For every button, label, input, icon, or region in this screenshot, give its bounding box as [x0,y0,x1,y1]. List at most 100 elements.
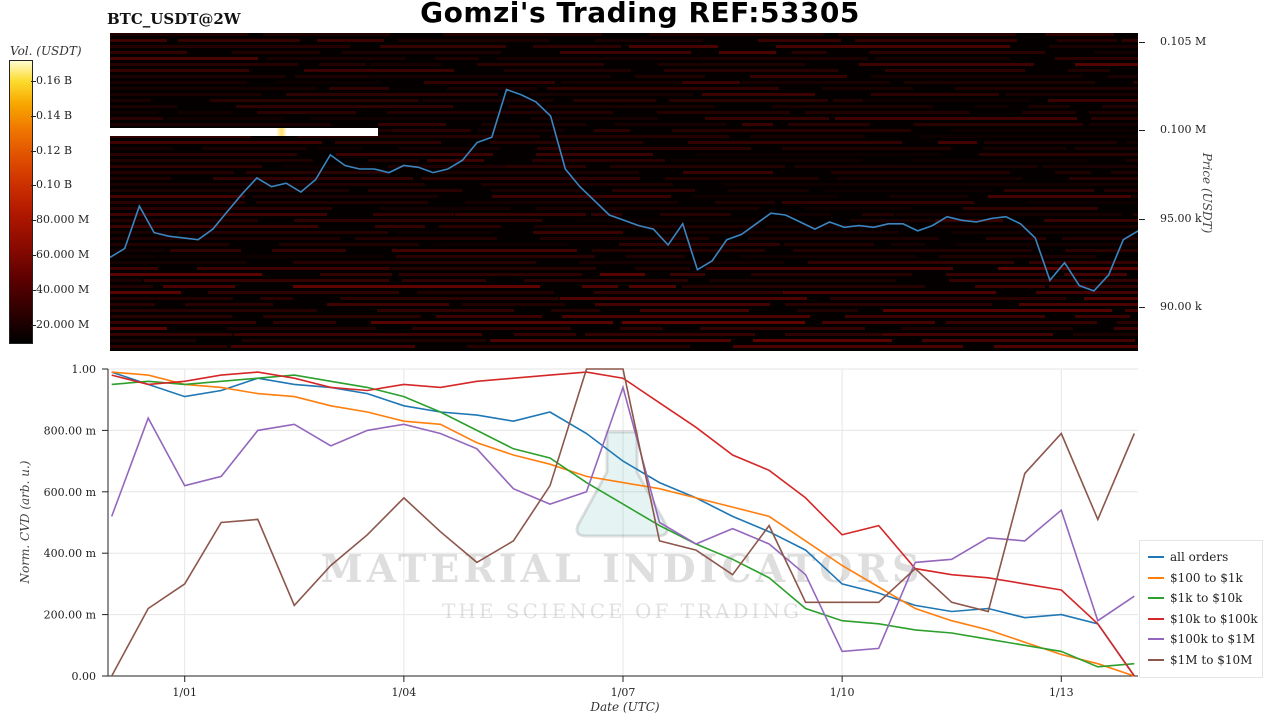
heatmap-band [110,243,229,246]
heatmap-band [375,225,426,228]
heatmap-band [110,285,153,288]
heatmap-band [621,321,806,324]
heatmap-band [804,111,971,114]
heatmap-band [946,321,1097,324]
colorbar-tick-mark [31,81,36,82]
heatmap-band [245,171,388,174]
heatmap-band [895,213,1121,216]
heatmap-band [1044,219,1138,222]
heatmap-band [110,327,168,330]
series-line [110,368,1136,677]
heatmap-band [231,345,416,348]
heatmap-band [618,243,780,246]
heatmap-band [396,255,595,258]
heatmap-band [629,285,676,288]
heatmap-band [619,327,663,330]
heatmap-band [370,75,612,78]
heatmap-band [402,279,487,282]
price-tick-mark [1139,130,1145,132]
price-tick-label: 0.100 M [1160,123,1207,137]
heatmap-band [110,207,332,210]
heatmap-band [110,303,155,306]
heatmap-band [572,99,656,102]
heatmap-band [504,69,631,72]
legend-item[interactable]: $1M to $10M [1148,652,1252,668]
heatmap-band [110,177,171,180]
heatmap-band [1074,315,1131,318]
heatmap-band [446,87,538,90]
legend-item[interactable]: $100 to $1k [1148,570,1243,586]
heatmap-band [594,303,771,306]
heatmap-band [649,33,824,36]
heatmap-band [368,159,420,162]
heatmap-band [1121,39,1138,42]
heatmap-band [821,87,913,90]
heatmap-band [531,159,666,162]
heatmap-band [373,213,454,216]
legend-item[interactable]: $100k to $1M [1148,631,1255,647]
heatmap-band [833,99,864,102]
heatmap-band [327,303,449,306]
colorbar [9,60,33,344]
heatmap-band [613,123,728,126]
heatmap-band [334,141,441,144]
heatmap-band [163,285,236,288]
heatmap-band [491,189,583,192]
heatmap-band [1056,39,1117,42]
legend-item[interactable]: all orders [1148,549,1228,565]
heatmap-band [397,231,493,234]
heatmap-band [771,105,933,108]
heatmap-band [1126,141,1138,144]
heatmap-band [560,297,808,300]
heatmap-band [1048,45,1138,48]
heatmap-band [634,75,706,78]
colorbar-tick-mark [31,115,36,117]
cvd-chart-svg: 0.00 200.00 m 400.00 m 600.00 m 800.00 m 1.00… [44,363,1138,699]
colorbar-tick-label: 40.000 M [36,282,90,296]
heatmap-band [1049,285,1086,288]
heatmap-band [341,51,501,54]
legend-item[interactable]: $10k to $100k [1148,611,1258,627]
heatmap-band [1063,273,1128,276]
heatmap-band [263,315,421,318]
heatmap-band [950,129,1136,132]
heatmap-band [792,51,828,54]
colorbar-tick-label: 0.12 B [36,143,73,157]
legend-item[interactable]: $1k to $10k [1148,590,1242,606]
heatmap-band [985,237,1046,240]
heatmap-band [1074,147,1138,150]
heatmap-band [462,303,566,306]
chart-title: Gomzi's Trading REF:53305 [420,0,860,29]
heatmap-band [424,81,555,84]
heatmap-band [658,63,805,66]
heatmap-band [664,69,838,72]
heatmap-band [869,51,1045,54]
heatmap-band [257,111,356,114]
watermark-subtitle: THE SCIENCE OF TRADING [442,599,802,623]
heatmap-band [831,171,1011,174]
heatmap-band [550,135,730,138]
heatmap-band [169,249,241,252]
heatmap-band [576,219,794,222]
y-tick-label: 600.00 m [44,486,97,499]
heatmap-band [785,213,832,216]
heatmap-band [454,213,587,216]
heatmap-band [110,63,298,66]
heatmap-band [722,183,968,186]
series-line [111,371,1135,677]
heatmap-band [226,327,376,330]
heatmap-band [110,159,313,162]
heatmap-band [700,327,865,330]
heatmap-band [640,309,749,312]
heatmap-band [110,333,233,336]
x-tick-label: 1/13 [1049,686,1074,699]
heatmap-band [545,105,715,108]
heatmap-band [293,219,542,222]
heatmap-band [110,183,277,186]
heatmap-band [110,201,245,204]
heatmap-band [110,57,259,60]
heatmap-band [110,39,167,42]
colorbar-tick-label: 0.10 B [36,178,73,192]
heatmap-band [242,339,487,342]
heatmap-band [593,129,631,132]
